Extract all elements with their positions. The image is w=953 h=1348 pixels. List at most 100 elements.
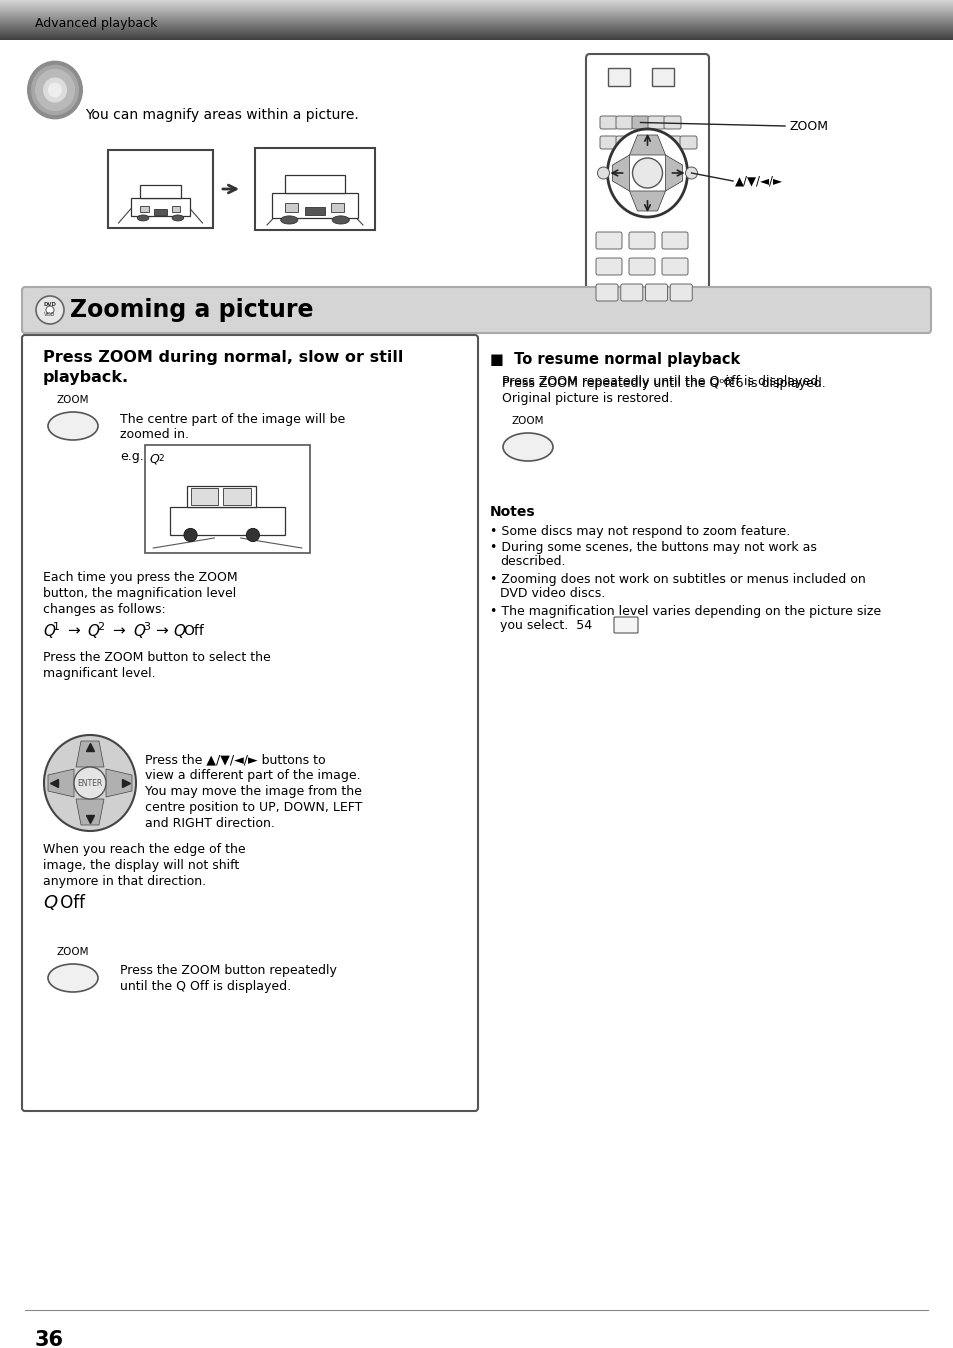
- Text: Press ZOOM repeatedly until the Q off is displayed.: Press ZOOM repeatedly until the Q off is…: [501, 375, 821, 388]
- Bar: [304, 208, 325, 216]
- Text: ▲/▼/◄/►: ▲/▼/◄/►: [734, 174, 782, 187]
- Polygon shape: [629, 135, 665, 155]
- Text: →: →: [67, 624, 80, 639]
- Text: Off: Off: [55, 894, 85, 913]
- FancyBboxPatch shape: [620, 284, 642, 301]
- Text: changes as follows:: changes as follows:: [43, 603, 166, 616]
- Ellipse shape: [172, 214, 184, 221]
- Bar: [607, 67, 629, 86]
- Ellipse shape: [27, 61, 83, 120]
- Text: and RIGHT direction.: and RIGHT direction.: [145, 817, 274, 830]
- Text: Q: Q: [43, 624, 55, 639]
- Text: magnificant level.: magnificant level.: [43, 667, 155, 679]
- Text: anymore in that direction.: anymore in that direction.: [43, 875, 206, 888]
- Text: button, the magnification level: button, the magnification level: [43, 586, 236, 600]
- Bar: [223, 488, 251, 504]
- Text: Original picture is restored.: Original picture is restored.: [501, 392, 673, 404]
- Ellipse shape: [48, 82, 62, 97]
- Bar: [285, 204, 297, 212]
- Text: ZOOM: ZOOM: [56, 395, 90, 404]
- Polygon shape: [665, 155, 681, 191]
- Ellipse shape: [30, 65, 79, 115]
- Text: ZOOM: ZOOM: [56, 948, 90, 957]
- FancyBboxPatch shape: [631, 136, 648, 150]
- Text: Q: Q: [43, 894, 57, 913]
- Circle shape: [36, 297, 64, 324]
- FancyBboxPatch shape: [647, 116, 664, 129]
- Ellipse shape: [607, 129, 687, 217]
- Ellipse shape: [44, 735, 136, 830]
- FancyBboxPatch shape: [22, 287, 930, 333]
- Text: 3: 3: [143, 621, 150, 632]
- Ellipse shape: [43, 77, 67, 102]
- Bar: [140, 185, 181, 198]
- Text: →: →: [112, 624, 125, 639]
- FancyBboxPatch shape: [616, 136, 633, 150]
- Bar: [191, 488, 218, 504]
- Text: 1: 1: [53, 621, 60, 632]
- Ellipse shape: [48, 964, 98, 992]
- Text: You may move the image from the: You may move the image from the: [145, 785, 361, 798]
- Text: Press the ZOOM button to select the: Press the ZOOM button to select the: [43, 651, 271, 665]
- Bar: [108, 150, 213, 228]
- Circle shape: [74, 767, 106, 799]
- Text: e.g.: e.g.: [120, 450, 144, 462]
- Text: Q: Q: [149, 453, 159, 466]
- Text: described.: described.: [499, 555, 565, 568]
- Circle shape: [184, 528, 197, 542]
- Text: Zooming a picture: Zooming a picture: [70, 298, 314, 322]
- Text: zoomed in.: zoomed in.: [120, 429, 189, 441]
- FancyBboxPatch shape: [661, 232, 687, 249]
- Text: image, the display will not shift: image, the display will not shift: [43, 859, 239, 872]
- Text: When you reach the edge of the: When you reach the edge of the: [43, 842, 245, 856]
- Text: 36: 36: [35, 1330, 64, 1348]
- Text: Press the ▲/▼/◄/► buttons to: Press the ▲/▼/◄/► buttons to: [145, 754, 325, 766]
- FancyBboxPatch shape: [628, 232, 655, 249]
- FancyBboxPatch shape: [585, 54, 708, 319]
- FancyBboxPatch shape: [616, 116, 633, 129]
- Text: DVD: DVD: [44, 302, 56, 307]
- Text: • The magnification level varies depending on the picture size: • The magnification level varies dependi…: [490, 605, 881, 617]
- Polygon shape: [76, 799, 104, 825]
- Bar: [331, 204, 344, 212]
- Bar: [145, 445, 310, 553]
- Text: Q: Q: [132, 624, 145, 639]
- FancyBboxPatch shape: [645, 284, 667, 301]
- FancyBboxPatch shape: [647, 136, 664, 150]
- FancyBboxPatch shape: [663, 116, 680, 129]
- Polygon shape: [48, 768, 74, 797]
- Text: ■  To resume normal playback: ■ To resume normal playback: [490, 352, 740, 367]
- Text: until the Q Off is displayed.: until the Q Off is displayed.: [120, 980, 291, 993]
- FancyBboxPatch shape: [599, 136, 617, 150]
- Text: • Some discs may not respond to zoom feature.: • Some discs may not respond to zoom fea…: [490, 524, 789, 538]
- Text: You can magnify areas within a picture.: You can magnify areas within a picture.: [85, 108, 358, 123]
- Bar: [254, 148, 375, 231]
- Polygon shape: [612, 155, 629, 191]
- Text: Q: Q: [87, 624, 99, 639]
- Polygon shape: [629, 191, 665, 212]
- FancyBboxPatch shape: [599, 116, 617, 129]
- FancyBboxPatch shape: [661, 257, 687, 275]
- Circle shape: [597, 167, 609, 179]
- FancyBboxPatch shape: [670, 284, 692, 301]
- Text: Advanced playback: Advanced playback: [35, 18, 157, 31]
- FancyBboxPatch shape: [631, 116, 648, 129]
- Text: ZOOM: ZOOM: [789, 120, 828, 132]
- Ellipse shape: [35, 69, 75, 111]
- FancyBboxPatch shape: [22, 336, 477, 1111]
- Ellipse shape: [502, 433, 553, 461]
- Text: ZOOM: ZOOM: [511, 417, 543, 426]
- Bar: [651, 67, 673, 86]
- Bar: [153, 209, 168, 214]
- FancyBboxPatch shape: [596, 232, 621, 249]
- Ellipse shape: [332, 216, 349, 224]
- Text: VCD: VCD: [45, 313, 55, 318]
- Circle shape: [632, 158, 661, 187]
- Text: 2: 2: [97, 621, 104, 632]
- Text: Press the ZOOM button repeatedly: Press the ZOOM button repeatedly: [120, 964, 336, 977]
- Text: playback.: playback.: [43, 369, 129, 386]
- Text: Q: Q: [172, 624, 185, 639]
- Bar: [187, 487, 256, 507]
- FancyBboxPatch shape: [663, 136, 680, 150]
- Text: DVD video discs.: DVD video discs.: [499, 586, 604, 600]
